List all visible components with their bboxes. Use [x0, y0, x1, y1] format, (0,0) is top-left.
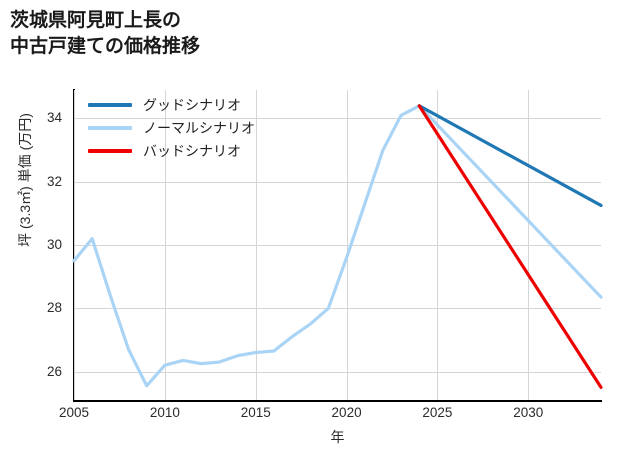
x-axis-line: [73, 400, 602, 402]
y-tick-label: 34: [46, 110, 62, 126]
legend-item-good[interactable]: グッドシナリオ: [88, 93, 255, 116]
legend-item-normal[interactable]: ノーマルシナリオ: [88, 116, 255, 139]
gridline-vertical: [347, 90, 348, 400]
legend-item-bad[interactable]: バッドシナリオ: [88, 139, 255, 162]
x-tick-label: 2025: [422, 405, 453, 420]
x-tick-label: 2030: [513, 405, 544, 420]
gridline-horizontal: [75, 308, 601, 309]
gridline-horizontal: [75, 182, 601, 183]
gridline-vertical: [528, 90, 529, 400]
series-line: [417, 104, 603, 208]
y-tick-label: 30: [46, 237, 62, 252]
x-tick-label: 2005: [58, 405, 90, 420]
gridline-horizontal: [75, 372, 601, 373]
x-axis-label: 年: [330, 429, 345, 445]
x-tick-label: 2010: [149, 405, 180, 420]
gridline-vertical: [74, 90, 75, 400]
y-tick-label: 28: [46, 300, 62, 316]
y-tick-label: 26: [46, 363, 62, 379]
gridline-vertical: [256, 90, 257, 400]
chart-legend: グッドシナリオ ノーマルシナリオ バッドシナリオ: [88, 93, 255, 162]
legend-swatch-good: [88, 102, 132, 107]
y-tick-label: 32: [46, 173, 62, 189]
legend-label-normal: ノーマルシナリオ: [143, 119, 255, 136]
gridline-vertical: [437, 90, 438, 400]
legend-label-bad: バッドシナリオ: [143, 142, 241, 159]
series-line: [417, 104, 603, 389]
gridline-horizontal: [75, 245, 601, 246]
legend-label-good: グッドシナリオ: [143, 96, 241, 113]
chart-title: 茨城県阿見町上長の 中古戸建ての価格推移: [10, 10, 201, 57]
x-tick-label: 2020: [331, 405, 362, 420]
legend-swatch-bad: [88, 148, 132, 153]
x-tick-label: 2015: [240, 405, 271, 420]
legend-swatch-normal: [88, 125, 132, 130]
y-axis-label: 坪 (3.3㎡) 単価 (万円): [17, 113, 33, 247]
